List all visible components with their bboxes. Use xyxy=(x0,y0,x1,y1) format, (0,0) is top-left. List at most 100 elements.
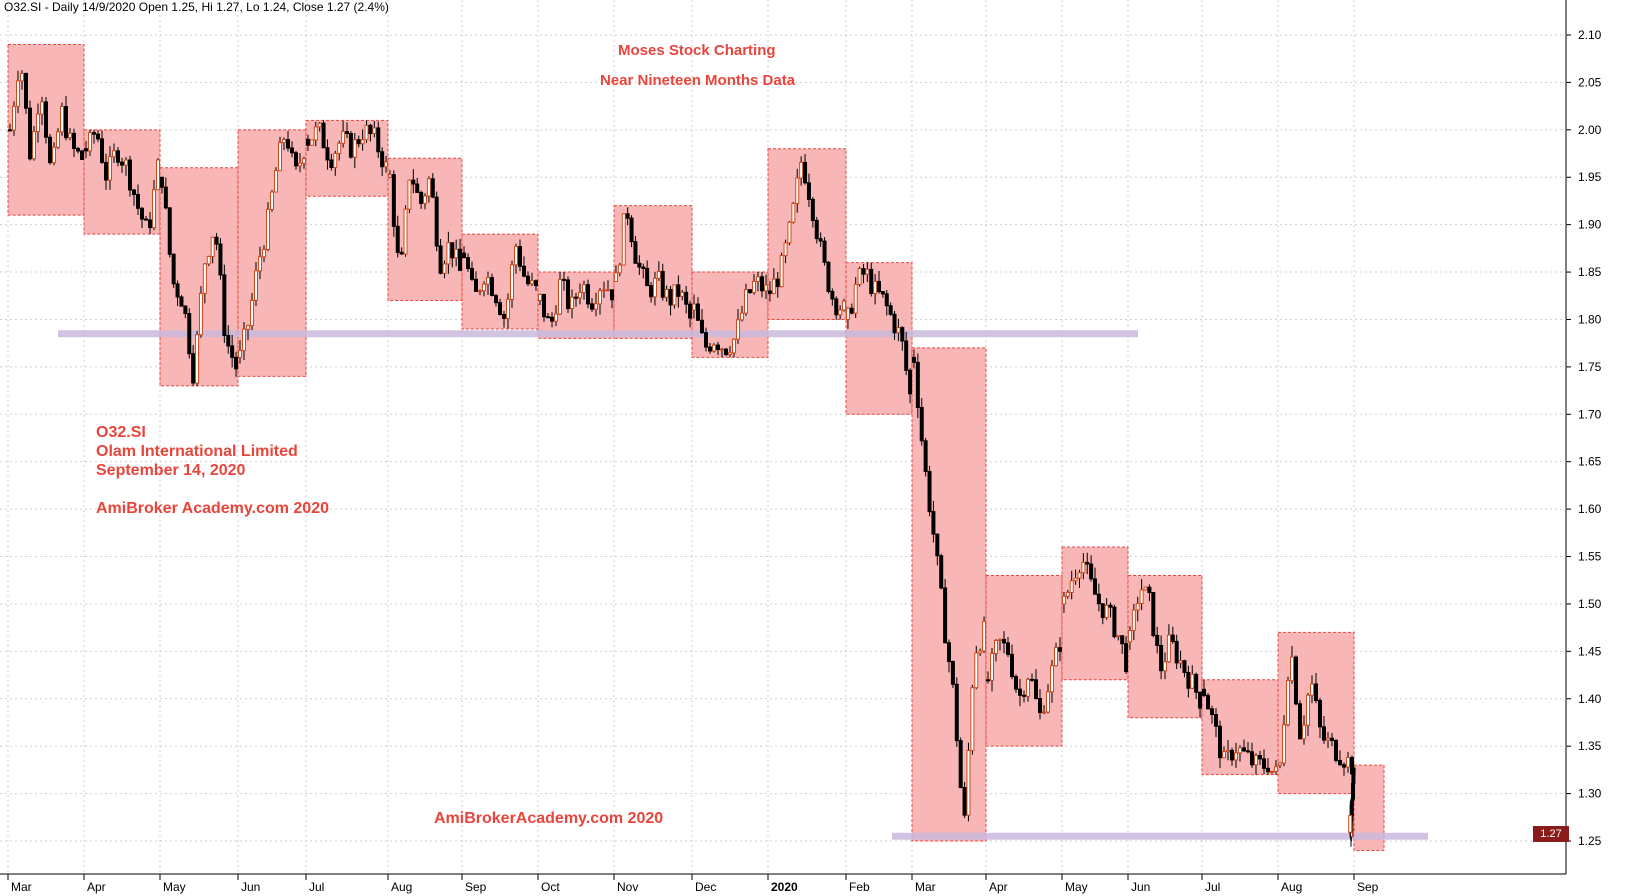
candle-body xyxy=(1034,679,1038,700)
x-tick-label: Feb xyxy=(849,880,870,894)
candle-body xyxy=(857,268,862,285)
candle-body xyxy=(1061,595,1066,605)
candle-body xyxy=(865,268,870,275)
candle-body xyxy=(325,147,330,161)
candle-body xyxy=(803,161,808,184)
candle-body xyxy=(641,266,646,269)
candle-body xyxy=(1274,766,1278,772)
candle-body xyxy=(625,213,630,219)
candle-body xyxy=(680,291,685,297)
candle-body xyxy=(454,248,459,259)
candle-body xyxy=(838,309,843,316)
candle-body xyxy=(148,219,152,229)
candle-body xyxy=(752,280,756,293)
candle-body xyxy=(1258,754,1262,760)
candle-body xyxy=(1206,694,1210,710)
candle-body xyxy=(40,101,44,115)
candle-body xyxy=(1282,724,1286,764)
x-tick-label: Mar xyxy=(915,880,936,894)
candle-body xyxy=(302,158,306,164)
candle-body xyxy=(1306,694,1310,726)
candle-body xyxy=(1318,699,1322,728)
candle-body xyxy=(108,156,112,181)
candle-body xyxy=(294,152,298,167)
candle-body xyxy=(660,270,665,298)
x-tick-label: 2020 xyxy=(771,880,798,894)
candle-body xyxy=(586,284,590,305)
candle-body xyxy=(258,256,262,272)
candle-body xyxy=(696,303,700,321)
candle-body xyxy=(771,278,776,294)
candle-body xyxy=(1096,593,1101,605)
candle-body xyxy=(1298,703,1302,740)
candle-body xyxy=(1046,691,1050,713)
candle-body xyxy=(490,277,494,296)
y-tick-label: 1.65 xyxy=(1578,455,1602,469)
candle-body xyxy=(1104,604,1109,619)
candle-body xyxy=(1143,586,1148,591)
y-tick-label: 1.95 xyxy=(1578,170,1602,184)
y-tick-label: 1.70 xyxy=(1578,407,1602,421)
candle-body xyxy=(348,132,353,158)
candle-body xyxy=(1198,691,1203,709)
candle-body xyxy=(510,264,514,300)
candle-body xyxy=(159,176,164,188)
candle-body xyxy=(1214,714,1218,727)
candle-body xyxy=(1050,665,1054,693)
candle-body xyxy=(450,242,455,259)
candle-body xyxy=(282,139,286,144)
x-tick-label: Apr xyxy=(87,880,106,894)
candle-body xyxy=(594,303,598,310)
candle-body xyxy=(1238,747,1242,754)
candle-body xyxy=(214,236,219,245)
candle-body xyxy=(834,298,839,316)
candle-body xyxy=(20,72,24,82)
candle-body xyxy=(1026,678,1030,697)
candles xyxy=(8,70,1356,847)
candle-body xyxy=(171,253,176,285)
candle-body xyxy=(76,147,80,152)
candle-body xyxy=(64,105,68,139)
candle-body xyxy=(787,221,792,244)
candle-body xyxy=(947,642,951,663)
month-range-box xyxy=(1061,546,1129,681)
candle-body xyxy=(506,298,510,319)
month-range-box xyxy=(613,205,693,339)
candle-body xyxy=(356,139,361,145)
y-tick-label: 1.90 xyxy=(1578,218,1602,232)
candle-body xyxy=(716,344,720,350)
candle-body xyxy=(1120,635,1125,645)
x-tick-label: May xyxy=(163,880,186,894)
candle-body xyxy=(1166,634,1171,663)
candle-body xyxy=(163,186,168,209)
candle-body xyxy=(1131,609,1136,632)
y-tick-label: 2.05 xyxy=(1578,75,1602,89)
candle-body xyxy=(1006,642,1010,655)
last-price-badge: 1.27 xyxy=(1533,826,1569,842)
candle-body xyxy=(1054,647,1058,667)
candle-body xyxy=(554,313,558,322)
candle-body xyxy=(391,174,396,227)
candle-body xyxy=(1010,653,1014,678)
candle-body xyxy=(116,150,120,163)
candle-body xyxy=(668,288,673,306)
candle-body xyxy=(756,276,760,282)
candle-body xyxy=(442,263,447,274)
candle-body xyxy=(799,161,804,179)
candle-body xyxy=(566,279,570,310)
candle-body xyxy=(1163,661,1167,672)
candle-body xyxy=(152,189,156,229)
month-range-boxes xyxy=(7,43,1385,851)
candle-body xyxy=(24,72,28,109)
candle-body xyxy=(333,152,338,169)
candle-body xyxy=(602,289,606,292)
candle-body xyxy=(958,740,963,789)
candle-body xyxy=(688,303,693,319)
x-tick-label: Jun xyxy=(1131,880,1150,894)
chart-title-line2: Near Nineteen Months Data xyxy=(600,72,796,89)
candle-body xyxy=(218,243,223,276)
candle-body xyxy=(96,133,100,140)
candle-body xyxy=(570,296,574,310)
candle-body xyxy=(1112,606,1117,638)
candle-body xyxy=(470,267,474,280)
